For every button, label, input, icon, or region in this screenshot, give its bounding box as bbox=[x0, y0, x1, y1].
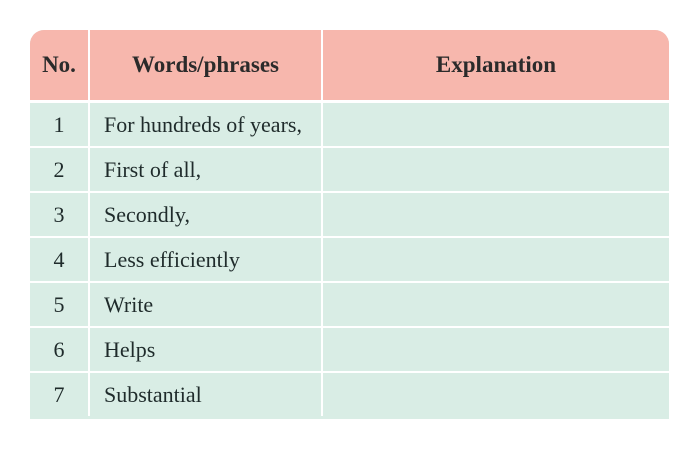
row-explanation-cell[interactable] bbox=[323, 103, 669, 146]
row-explanation-cell[interactable] bbox=[323, 193, 669, 236]
row-word: Less efficiently bbox=[90, 238, 323, 281]
row-number: 2 bbox=[30, 148, 90, 191]
table-row: 1 For hundreds of years, bbox=[30, 100, 669, 146]
row-number: 3 bbox=[30, 193, 90, 236]
header-explanation: Explanation bbox=[435, 52, 557, 77]
row-word: Write bbox=[90, 283, 323, 326]
row-word: First of all, bbox=[90, 148, 323, 191]
row-explanation-cell[interactable] bbox=[323, 148, 669, 191]
table-row: 6 Helps bbox=[30, 326, 669, 371]
table-row: 4 Less efficiently bbox=[30, 236, 669, 281]
row-number: 1 bbox=[30, 103, 90, 146]
row-number: 6 bbox=[30, 328, 90, 371]
row-explanation-cell[interactable] bbox=[323, 238, 669, 281]
row-explanation-cell[interactable] bbox=[323, 283, 669, 326]
row-word: For hundreds of years, bbox=[90, 103, 323, 146]
row-number: 7 bbox=[30, 373, 90, 416]
row-number: 5 bbox=[30, 283, 90, 326]
table-header-row: No. Words/phrases Explanation bbox=[30, 30, 669, 100]
table-row: 2 First of all, bbox=[30, 146, 669, 191]
table-row: 7 Substantial bbox=[30, 371, 669, 416]
header-no: No. bbox=[30, 30, 90, 100]
row-word: Substantial bbox=[90, 373, 323, 416]
row-number: 4 bbox=[30, 238, 90, 281]
row-word: Secondly, bbox=[90, 193, 323, 236]
table-row: 3 Secondly, bbox=[30, 191, 669, 236]
row-word: Helps bbox=[90, 328, 323, 371]
table-row: 5 Write bbox=[30, 281, 669, 326]
vocabulary-table: No. Words/phrases Explanation 1 For hund… bbox=[30, 30, 669, 419]
header-words-phrases: Words/phrases bbox=[90, 30, 323, 100]
row-explanation-cell[interactable] bbox=[323, 328, 669, 371]
row-explanation-cell[interactable] bbox=[323, 373, 669, 416]
